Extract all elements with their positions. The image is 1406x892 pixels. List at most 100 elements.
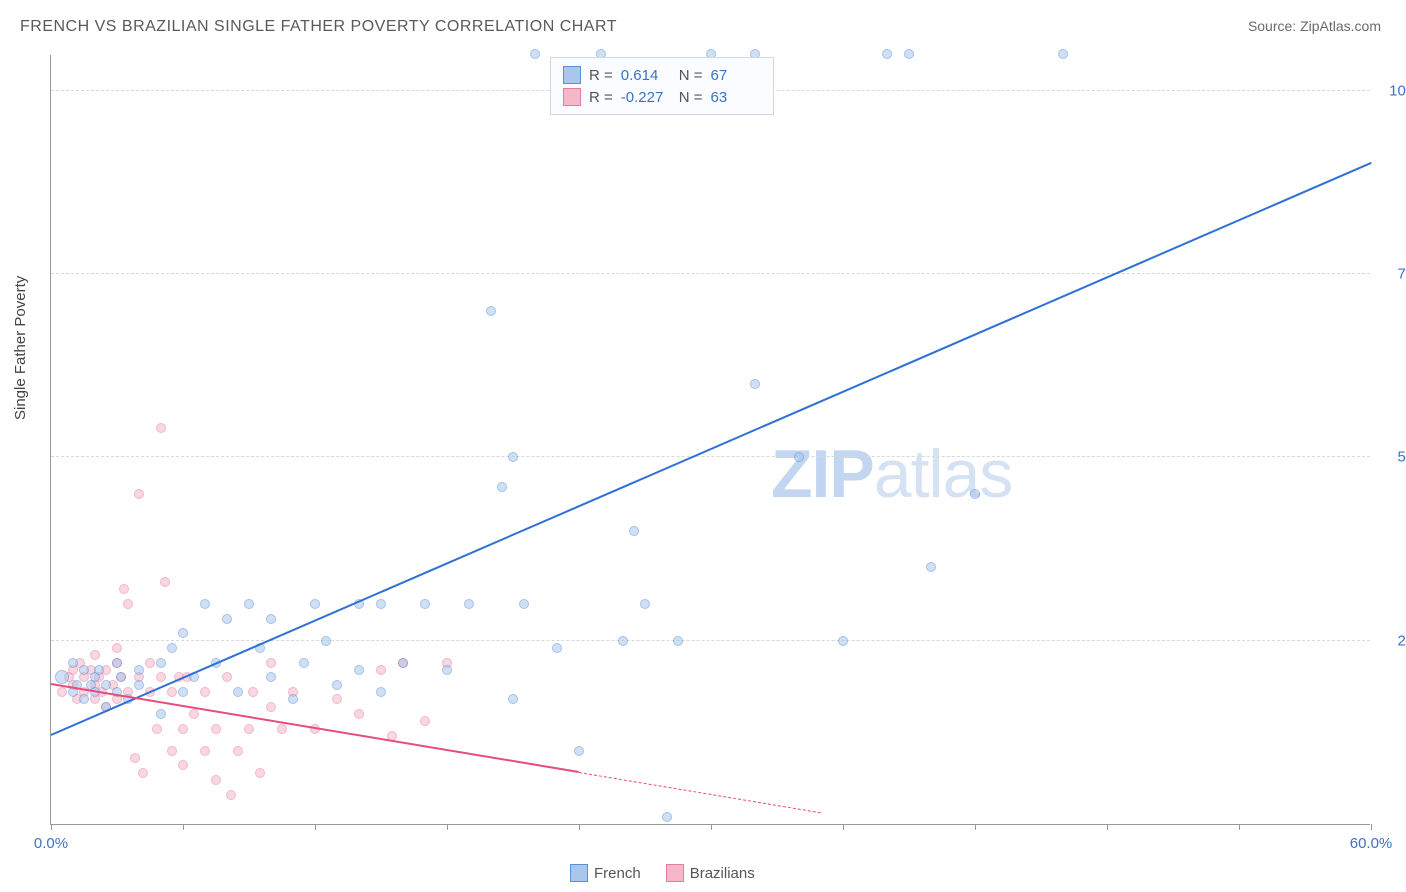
scatter-point <box>244 599 254 609</box>
legend-swatch-icon <box>570 864 588 882</box>
scatter-point <box>332 694 342 704</box>
ytick-label: 75.0% <box>1380 266 1406 283</box>
scatter-point <box>310 599 320 609</box>
scatter-point <box>244 724 254 734</box>
xtick <box>51 824 52 830</box>
scatter-point <box>882 49 892 59</box>
r-label: R = <box>589 89 613 106</box>
scatter-point <box>266 614 276 624</box>
series-legend: French Brazilians <box>570 864 755 882</box>
scatter-point <box>376 599 386 609</box>
legend-swatch-french <box>563 66 581 84</box>
scatter-point <box>211 775 221 785</box>
legend-swatch-icon <box>666 864 684 882</box>
watermark-light: atlas <box>874 436 1013 512</box>
scatter-point <box>138 768 148 778</box>
legend-label: French <box>594 865 641 882</box>
r-value-brazilians: -0.227 <box>621 89 671 106</box>
ytick-label: 100.0% <box>1380 82 1406 99</box>
xtick-label: 0.0% <box>34 835 68 852</box>
ytick-label: 25.0% <box>1380 632 1406 649</box>
scatter-point <box>750 379 760 389</box>
scatter-point <box>508 452 518 462</box>
scatter-point <box>200 687 210 697</box>
scatter-point <box>420 716 430 726</box>
scatter-point <box>119 584 129 594</box>
scatter-point <box>112 643 122 653</box>
scatter-point <box>508 694 518 704</box>
scatter-point <box>519 599 529 609</box>
scatter-point <box>156 658 166 668</box>
xtick-label: 60.0% <box>1350 835 1393 852</box>
scatter-point <box>130 753 140 763</box>
scatter-point <box>233 746 243 756</box>
scatter-point <box>673 636 683 646</box>
scatter-point <box>101 680 111 690</box>
xtick <box>711 824 712 830</box>
scatter-point <box>266 672 276 682</box>
r-label: R = <box>589 67 613 84</box>
n-value-brazilians: 63 <box>711 89 761 106</box>
scatter-point <box>266 702 276 712</box>
scatter-point <box>178 628 188 638</box>
scatter-point <box>255 768 265 778</box>
scatter-point <box>211 724 221 734</box>
xtick <box>1239 824 1240 830</box>
scatter-point <box>134 680 144 690</box>
gridline <box>51 273 1370 274</box>
legend-item-french: French <box>570 864 641 882</box>
scatter-point <box>167 643 177 653</box>
scatter-point <box>970 489 980 499</box>
legend-item-brazilians: Brazilians <box>666 864 755 882</box>
scatter-point <box>167 687 177 697</box>
scatter-point <box>178 724 188 734</box>
trend-line <box>51 162 1372 736</box>
scatter-point <box>926 562 936 572</box>
scatter-point <box>464 599 474 609</box>
scatter-point <box>55 670 69 684</box>
scatter-point <box>156 709 166 719</box>
scatter-point <box>629 526 639 536</box>
scatter-point <box>420 599 430 609</box>
scatter-point <box>904 49 914 59</box>
scatter-point <box>57 687 67 697</box>
scatter-point <box>233 687 243 697</box>
scatter-point <box>116 672 126 682</box>
xtick <box>1371 824 1372 830</box>
chart-title: FRENCH VS BRAZILIAN SINGLE FATHER POVERT… <box>20 18 617 36</box>
scatter-point <box>574 746 584 756</box>
scatter-point <box>794 452 804 462</box>
r-value-french: 0.614 <box>621 67 671 84</box>
scatter-point <box>167 746 177 756</box>
gridline <box>51 640 1370 641</box>
legend-row-brazilians: R = -0.227 N = 63 <box>563 86 761 108</box>
xtick <box>183 824 184 830</box>
gridline <box>51 456 1370 457</box>
scatter-point <box>145 658 155 668</box>
n-label: N = <box>679 89 703 106</box>
scatter-point <box>442 665 452 675</box>
scatter-point <box>1058 49 1068 59</box>
correlation-legend: R = 0.614 N = 67 R = -0.227 N = 63 <box>550 57 774 115</box>
scatter-point <box>134 665 144 675</box>
scatter-point <box>277 724 287 734</box>
scatter-point <box>200 599 210 609</box>
trend-line-dashed <box>579 772 821 813</box>
xtick <box>447 824 448 830</box>
scatter-point <box>354 665 364 675</box>
scatter-point <box>552 643 562 653</box>
scatter-point <box>497 482 507 492</box>
scatter-point <box>222 614 232 624</box>
scatter-point <box>226 790 236 800</box>
scatter-point <box>640 599 650 609</box>
scatter-point <box>152 724 162 734</box>
scatter-point <box>189 709 199 719</box>
scatter-point <box>398 658 408 668</box>
scatter-point <box>662 812 672 822</box>
legend-row-french: R = 0.614 N = 67 <box>563 64 761 86</box>
scatter-point <box>160 577 170 587</box>
scatter-point <box>123 599 133 609</box>
scatter-point <box>68 658 78 668</box>
plot-area: ZIPatlas 25.0%50.0%75.0%100.0%0.0%60.0% <box>50 55 1370 825</box>
watermark: ZIPatlas <box>771 435 1012 513</box>
